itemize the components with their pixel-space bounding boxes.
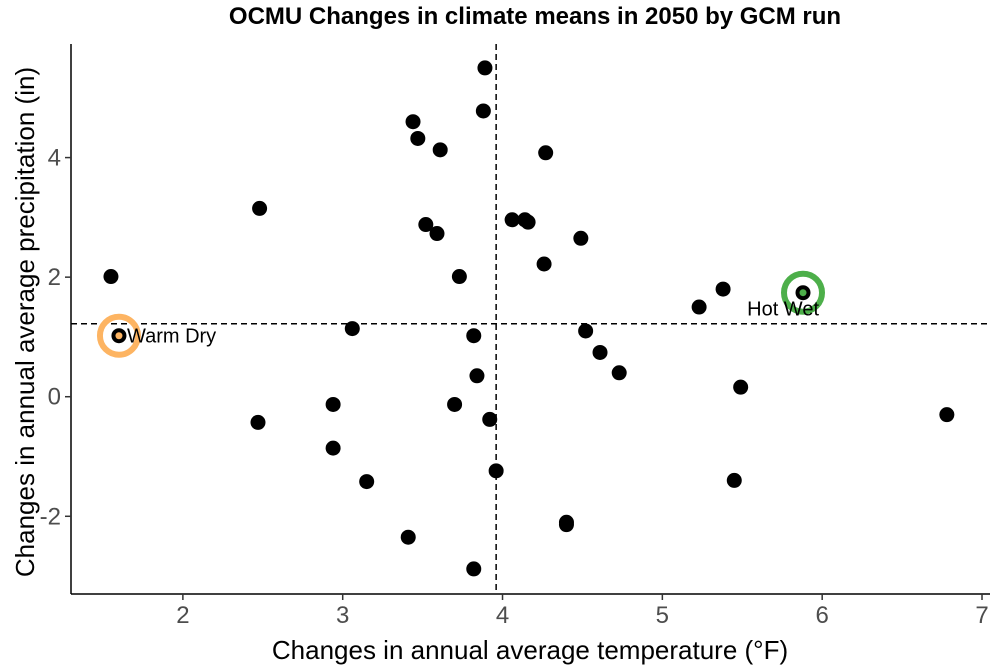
data-point xyxy=(400,529,416,545)
data-point xyxy=(410,130,426,146)
data-point xyxy=(482,411,498,427)
data-point xyxy=(611,365,627,381)
data-point xyxy=(536,256,552,272)
y-tick-label: 4 xyxy=(48,145,61,172)
data-point xyxy=(432,142,448,158)
x-tick-label: 7 xyxy=(975,602,988,629)
data-point xyxy=(429,226,445,242)
x-axis-title: Changes in annual average temperature (°… xyxy=(272,635,788,665)
plot-area: 2 3 4 5 6 7 -2 0 2 4 Warm Dry Hot Wet xyxy=(40,44,990,629)
x-tick-label: 3 xyxy=(336,602,349,629)
data-point xyxy=(477,60,493,76)
x-tick-label: 2 xyxy=(176,602,189,629)
data-point xyxy=(573,230,589,246)
data-point xyxy=(520,214,536,230)
data-point xyxy=(538,145,554,161)
data-point xyxy=(726,472,742,488)
annotation-warm-dry: Warm Dry xyxy=(127,326,216,348)
y-tick-label: -2 xyxy=(40,503,61,530)
data-point xyxy=(344,321,360,337)
data-point xyxy=(475,103,491,119)
reference-lines xyxy=(71,44,990,594)
highlight-center xyxy=(799,289,807,297)
data-point xyxy=(733,379,749,395)
data-point xyxy=(592,344,608,360)
data-point xyxy=(359,474,375,490)
data-point xyxy=(325,396,341,412)
data-point xyxy=(252,200,268,216)
data-point xyxy=(103,269,119,285)
x-tick-label: 4 xyxy=(496,602,509,629)
data-point xyxy=(325,440,341,456)
y-tick-label: 0 xyxy=(48,384,61,411)
annotations: Warm Dry Hot Wet xyxy=(127,299,819,348)
data-point xyxy=(558,517,574,533)
data-point xyxy=(418,217,434,233)
highlight-ring xyxy=(781,270,826,315)
data-points xyxy=(103,60,955,577)
y-tick-label: 2 xyxy=(48,264,61,291)
data-point xyxy=(466,328,482,344)
x-ticks: 2 3 4 5 6 7 xyxy=(176,594,989,629)
data-point xyxy=(405,114,421,130)
data-point xyxy=(939,407,955,423)
highlight-center xyxy=(115,332,123,340)
annotation-hot-wet: Hot Wet xyxy=(747,299,819,321)
x-tick-label: 5 xyxy=(656,602,669,629)
data-point xyxy=(488,463,504,479)
data-point xyxy=(504,212,520,228)
data-point xyxy=(451,269,467,285)
data-point xyxy=(578,323,594,339)
highlight-centers xyxy=(115,289,807,340)
data-point xyxy=(469,368,485,384)
highlight-ring xyxy=(96,313,141,358)
highlight-rings xyxy=(96,270,826,358)
data-point xyxy=(691,299,707,315)
data-point xyxy=(466,561,482,577)
data-point xyxy=(715,281,731,297)
x-tick-label: 6 xyxy=(816,602,829,629)
data-point xyxy=(447,396,463,412)
data-point xyxy=(250,414,266,430)
chart-title: OCMU Changes in climate means in 2050 by… xyxy=(229,3,841,30)
y-ticks: -2 0 2 4 xyxy=(40,145,71,530)
y-axis-title: Changes in annual average precipitation … xyxy=(10,67,40,577)
